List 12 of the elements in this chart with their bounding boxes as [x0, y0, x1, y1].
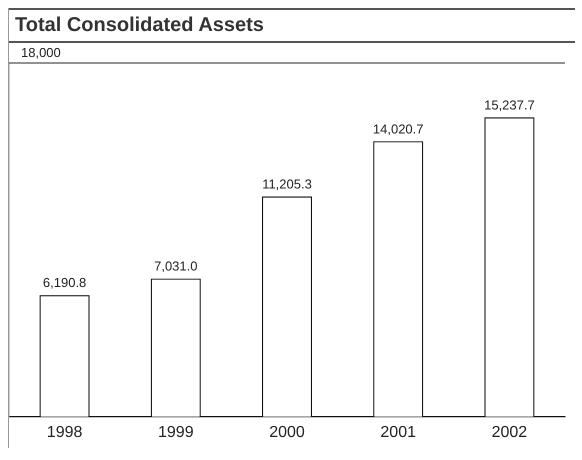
data-label: 6,190.8 [42, 275, 86, 290]
data-label: 14,020.7 [372, 121, 424, 136]
data-label: 15,237.7 [484, 97, 535, 112]
x-tick-label: 2002 [492, 424, 528, 441]
x-tick-label: 2000 [269, 424, 305, 441]
chart-title: Total Consolidated Assets [9, 8, 575, 43]
x-tick-label: 2001 [380, 424, 416, 441]
data-label: 11,205.3 [262, 176, 312, 192]
ref-line-label: 18,000 [21, 45, 61, 60]
x-tick-label: 1998 [46, 424, 82, 441]
data-label: 7,031.0 [154, 258, 198, 274]
x-tick-label: 1999 [158, 424, 194, 441]
